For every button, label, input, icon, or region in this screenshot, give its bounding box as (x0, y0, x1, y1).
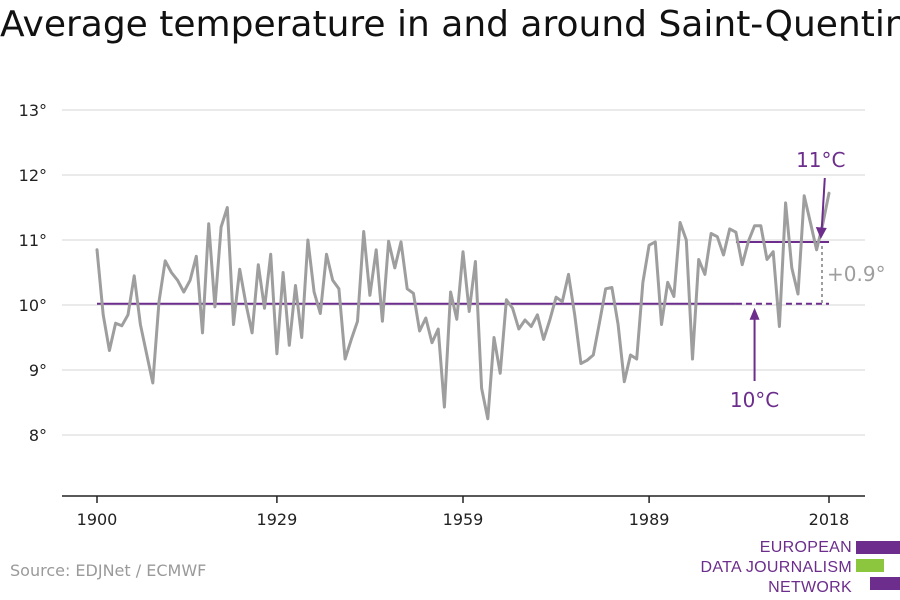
logo-bar-green (856, 559, 884, 572)
logo-line-2: DATA JOURNALISM (700, 559, 852, 576)
edjnet-logo: EUROPEAN DATA JOURNALISM NETWORK (700, 538, 900, 598)
y-tick-label: 9° (29, 361, 47, 380)
logo-line-1: EUROPEAN (759, 539, 852, 556)
x-tick-label: 1989 (629, 510, 670, 529)
arrow-11-head (815, 226, 827, 239)
label-11c: 11°C (796, 148, 845, 172)
y-tick-label: 12° (19, 166, 47, 185)
label-10c: 10°C (730, 388, 779, 412)
y-tick-label: 8° (29, 426, 47, 445)
source-note: Source: EDJNet / ECMWF (10, 561, 207, 580)
logo-line-3: NETWORK (768, 579, 852, 596)
series-layer (95, 191, 831, 421)
chart-title: Average temperature in and around Saint-… (0, 4, 900, 45)
logo-text: EUROPEAN DATA JOURNALISM NETWORK (701, 538, 852, 598)
annotations: +0.9° 10°C 11°C (730, 148, 886, 412)
difference-label: +0.9° (827, 262, 886, 286)
x-tick-label: 1900 (77, 510, 118, 529)
temperature-series-line (95, 191, 831, 421)
x-tick-label: 1959 (443, 510, 484, 529)
y-tick-label: 10° (19, 296, 47, 315)
arrow-10-head (749, 307, 760, 320)
x-tick-label: 1929 (257, 510, 298, 529)
logo-bar-purple-bottom (870, 577, 900, 590)
arrow-11-shaft (820, 177, 826, 229)
y-tick-label: 13° (19, 101, 47, 120)
y-tick-label: 11° (19, 231, 47, 250)
grid-lines (62, 109, 865, 436)
logo-bar-purple-top (856, 541, 900, 554)
axes: 8° 9° 10° 11° 12° 13° 1900 1929 1959 1989 2018 (19, 101, 865, 529)
x-tick-label: 2018 (809, 510, 850, 529)
